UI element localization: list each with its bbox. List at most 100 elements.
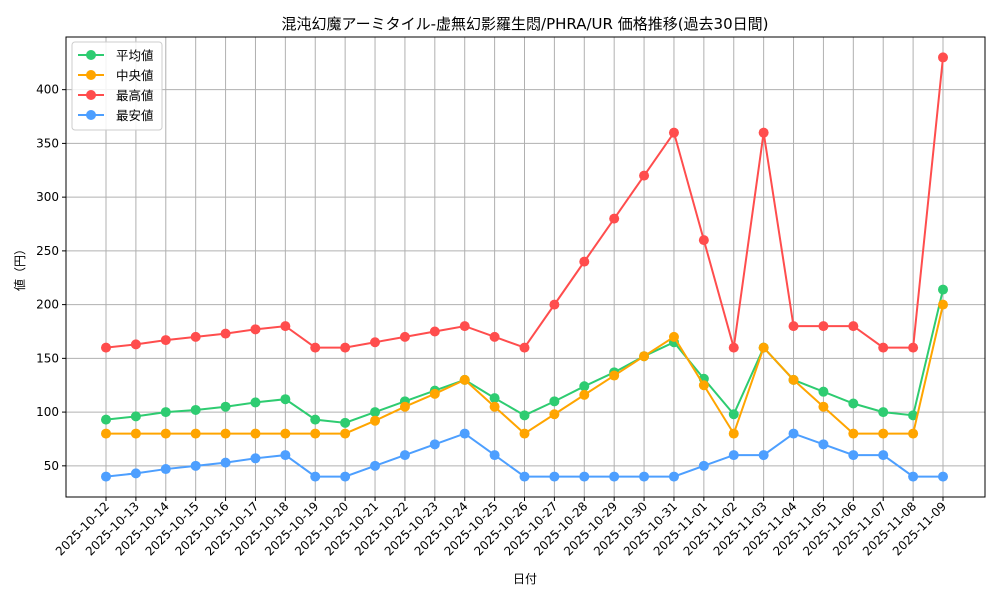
data-point: [370, 337, 381, 348]
data-point: [788, 428, 799, 439]
data-point: [280, 428, 291, 439]
data-point: [668, 471, 679, 482]
data-point: [489, 393, 500, 404]
data-point: [370, 407, 381, 418]
legend-item: 中央値: [78, 68, 154, 83]
data-point: [519, 342, 530, 353]
data-point: [370, 460, 381, 471]
y-tick-label: 300: [36, 190, 59, 204]
y-tick-label: 200: [36, 298, 59, 312]
data-point: [160, 407, 171, 418]
data-point: [549, 471, 560, 482]
data-point: [280, 321, 291, 332]
data-point: [250, 428, 261, 439]
data-point: [130, 411, 141, 422]
data-point: [878, 342, 889, 353]
data-point: [370, 415, 381, 426]
y-axis-label: 値（円）: [12, 243, 27, 291]
legend-item: 最高値: [78, 88, 154, 103]
data-point: [549, 396, 560, 407]
data-point: [130, 428, 141, 439]
data-point: [579, 471, 590, 482]
data-point: [489, 331, 500, 342]
data-point: [280, 394, 291, 405]
data-point: [609, 370, 620, 381]
data-point: [758, 127, 769, 138]
data-point: [818, 439, 829, 450]
data-point: [549, 299, 560, 310]
series-1: [101, 299, 948, 439]
data-point: [250, 453, 261, 464]
legend-marker-icon: [86, 70, 96, 80]
data-point: [130, 468, 141, 479]
data-point: [519, 428, 530, 439]
series-2: [101, 52, 948, 353]
legend-marker-icon: [86, 90, 96, 100]
data-point: [848, 398, 859, 409]
data-point: [818, 321, 829, 332]
data-point: [519, 471, 530, 482]
data-point: [310, 342, 321, 353]
data-point: [728, 409, 739, 420]
data-point: [938, 284, 948, 295]
data-point: [101, 471, 111, 482]
data-point: [220, 428, 231, 439]
data-point: [489, 450, 500, 461]
data-point: [340, 471, 351, 482]
data-point: [818, 386, 829, 397]
data-point: [220, 401, 231, 412]
data-point: [818, 401, 829, 412]
data-point: [908, 342, 919, 353]
data-point: [459, 321, 470, 332]
data-point: [160, 464, 171, 475]
data-point: [190, 404, 201, 415]
data-point: [878, 407, 889, 418]
data-point: [698, 380, 709, 391]
data-point: [250, 397, 261, 408]
data-point: [938, 299, 948, 310]
x-axis: 2025-10-122025-10-132025-10-142025-10-15…: [53, 497, 949, 558]
data-point: [668, 331, 679, 342]
data-point: [848, 450, 859, 461]
data-point: [429, 326, 440, 337]
grid-lines: [66, 37, 985, 497]
data-point: [698, 235, 709, 246]
y-tick-label: 100: [36, 405, 59, 419]
data-point: [220, 457, 231, 468]
data-point: [788, 374, 799, 385]
data-point: [101, 428, 111, 439]
plot-frame: [65, 36, 986, 498]
data-point: [579, 381, 590, 392]
data-point: [310, 414, 321, 425]
series-0: [101, 284, 948, 428]
data-point: [788, 321, 799, 332]
data-point: [220, 328, 231, 339]
y-tick-label: 150: [36, 351, 59, 365]
data-point: [848, 321, 859, 332]
data-point: [160, 335, 171, 346]
data-point: [698, 460, 709, 471]
data-point: [399, 401, 410, 412]
series-3: [101, 428, 948, 482]
legend-label: 最高値: [116, 88, 154, 103]
data-point: [340, 342, 351, 353]
data-point: [459, 374, 470, 385]
data-point: [310, 428, 321, 439]
data-point: [938, 471, 948, 482]
data-point: [101, 342, 111, 353]
data-point: [848, 428, 859, 439]
data-point: [908, 471, 919, 482]
data-point: [758, 450, 769, 461]
data-point: [429, 388, 440, 399]
legend-label: 中央値: [116, 68, 154, 83]
data-point: [190, 331, 201, 342]
data-point: [639, 351, 650, 362]
data-point: [609, 471, 620, 482]
legend-box: [71, 41, 163, 131]
data-point: [908, 428, 919, 439]
y-axis: 50 100 150 200 250 300 350 400: [36, 83, 66, 473]
data-point: [878, 450, 889, 461]
data-point: [399, 450, 410, 461]
